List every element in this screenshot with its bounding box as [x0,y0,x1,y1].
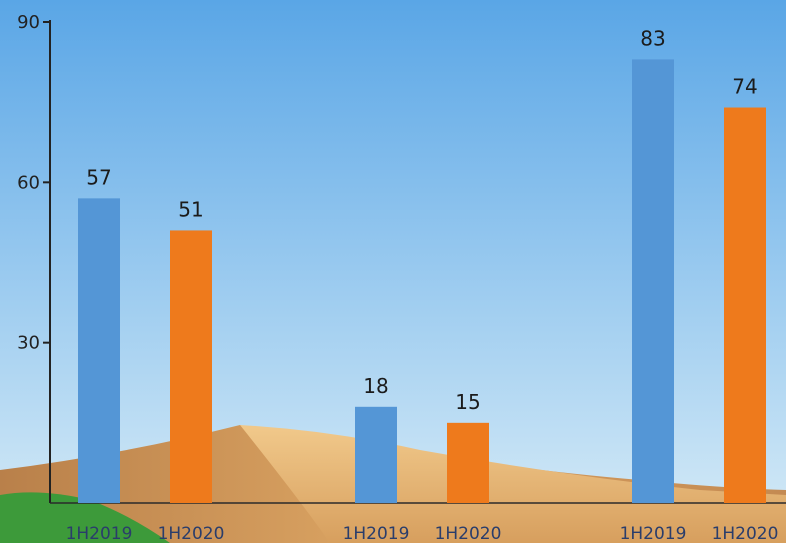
y-tick-label: 30 [17,333,40,354]
bar-1h2020 [447,422,489,503]
y-tick-label: 90 [17,12,40,33]
y-tick-label: 60 [17,172,40,193]
bar-1h2019 [632,59,674,504]
data-labels: 57 51 18 15 83 74 [86,26,757,413]
category-label: 1H2020 [712,524,779,543]
bar-value-label: 18 [363,374,388,398]
bar-value-label: 51 [178,197,203,221]
category-label: 1H2019 [620,524,687,543]
bar-value-label: 15 [455,390,480,414]
bar-1h2019 [355,406,397,503]
bar-value-label: 57 [86,165,111,189]
bar-series [78,59,766,504]
bar-1h2019 [78,198,120,503]
bar-1h2020 [724,107,766,503]
category-label: 1H2019 [66,524,133,543]
green-hill [0,492,170,543]
bar-1h2020 [170,230,212,503]
category-label: 1H2020 [158,524,225,543]
bar-value-label: 74 [732,75,757,99]
category-label: 1H2019 [343,524,410,543]
category-label: 1H2020 [435,524,502,543]
category-labels: 1H2019 1H2020 1H2019 1H2020 1H2019 1H2020 [66,524,779,543]
bar-value-label: 83 [640,26,665,50]
y-axis-ticks: 30 60 90 [17,12,50,354]
